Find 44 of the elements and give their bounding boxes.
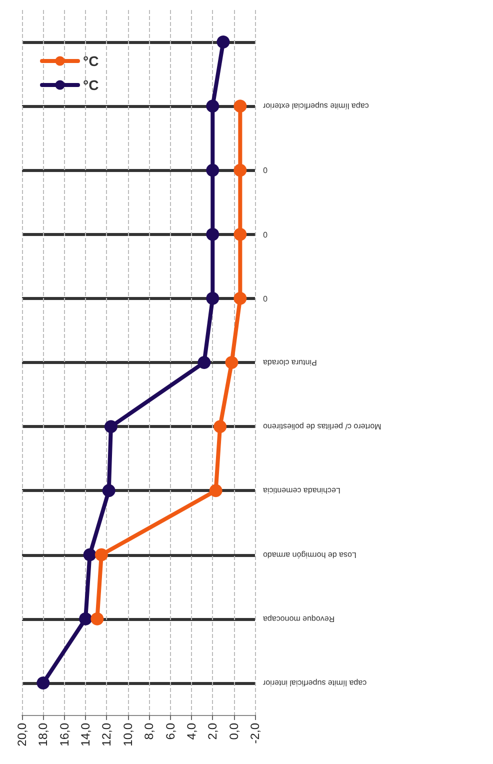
y-tick-label: Pintura clorada (262, 358, 317, 367)
point (225, 356, 238, 369)
y-tick-label: Lechinada cementicia (262, 486, 340, 496)
point (198, 356, 211, 369)
point (83, 548, 96, 562)
point (206, 228, 220, 241)
y-tick-label: Losa de hormigón armado (262, 550, 356, 560)
x-tick-label: 10,0 (120, 722, 135, 746)
point (234, 164, 247, 177)
x-tick-label: 2,0 (206, 722, 220, 740)
point (216, 36, 230, 49)
point (234, 228, 247, 241)
point (94, 548, 108, 562)
y-tick-label: capa límite superficial exterior (262, 102, 369, 111)
legend-label: °C (83, 53, 99, 69)
x-tick-label: 4,0 (184, 722, 198, 740)
point (214, 420, 227, 434)
point (102, 484, 116, 498)
x-tick-label: 8,0 (142, 722, 156, 740)
point (234, 292, 247, 305)
y-tick-label: Revoque monocapa (262, 614, 335, 624)
x-tick-label: 12,0 (100, 722, 114, 746)
y-tick-label: capa límite superficial interior (262, 678, 367, 688)
point (206, 164, 220, 177)
y-tick-label: 0 (262, 294, 268, 303)
x-tick-label: 0,0 (226, 722, 241, 740)
point (104, 420, 118, 434)
x-tick-label: 6,0 (163, 722, 178, 740)
y-tick-label: Mortero c/ perlitas de poliestireno (262, 422, 382, 432)
point (206, 292, 220, 305)
x-tick-label: 16,0 (57, 722, 72, 746)
legend-label: °C (83, 77, 99, 93)
point (90, 612, 104, 626)
y-tick-label: 0 (262, 166, 268, 175)
point (79, 612, 92, 626)
point (206, 100, 220, 113)
y-tick-label: 0 (262, 230, 268, 239)
x-tick-label: 20,0 (15, 722, 29, 746)
point (209, 484, 222, 498)
point (234, 100, 247, 113)
x-tick-label: -2,0 (248, 722, 262, 744)
point (36, 676, 50, 690)
x-tick-label: 18,0 (36, 722, 50, 746)
x-tick-label: 14,0 (78, 722, 93, 746)
